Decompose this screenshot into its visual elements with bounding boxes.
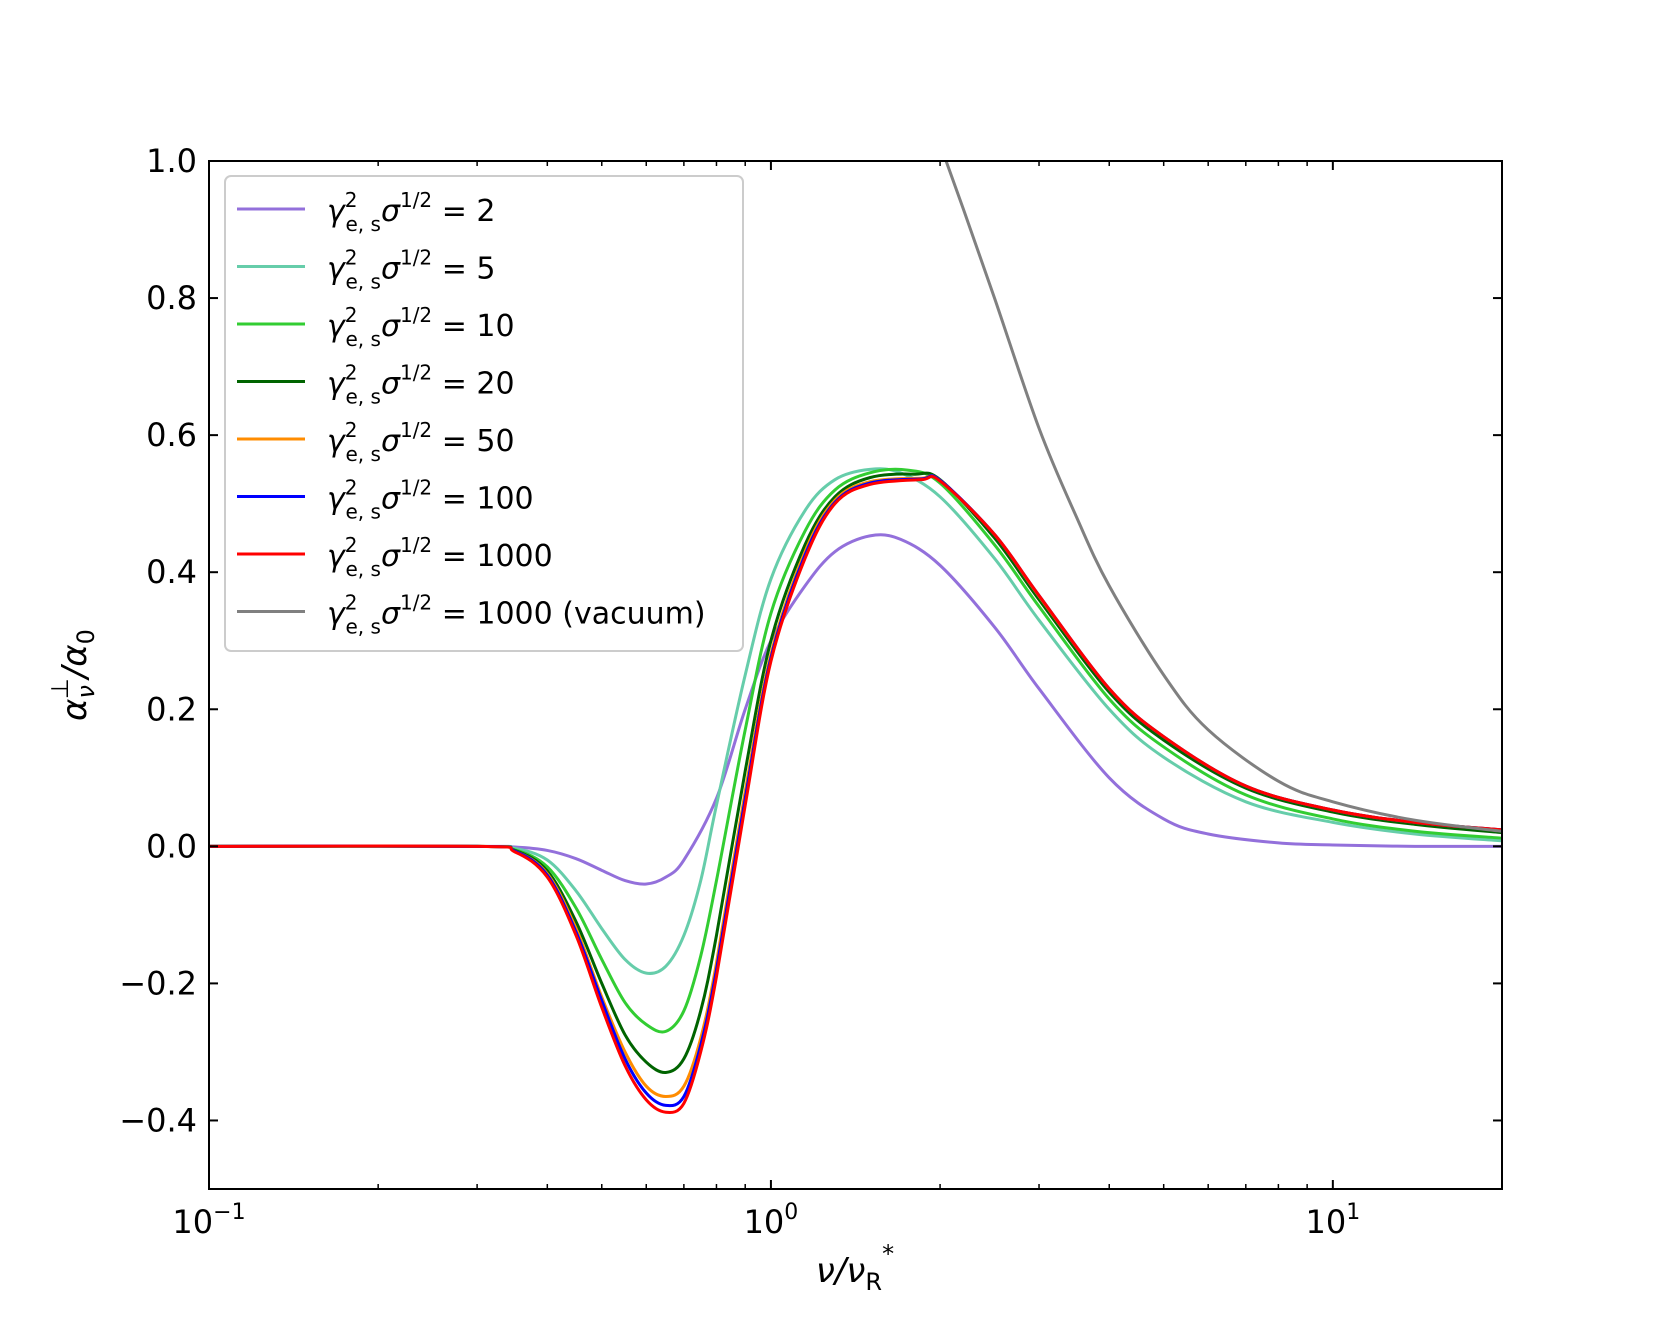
plot-frame	[208, 160, 1503, 1190]
y-axis-label: αν⊥/α0	[46, 629, 100, 721]
x-tick-label: 101	[1305, 1200, 1360, 1241]
legend-label: γ2 e, sσ1/2 = 1000 (vacuum)	[327, 591, 706, 639]
legend-label: γ2 e, sσ1/2 = 10	[327, 303, 515, 351]
legend-label: γ2 e, sσ1/2 = 1000	[327, 533, 553, 581]
legend-label: γ2 e, sσ1/2 = 2	[327, 188, 495, 236]
series-line-6	[209, 474, 1502, 1115]
y-tick-label: 0.6	[146, 416, 197, 454]
series-line-3	[209, 471, 1502, 1074]
tick-layer: −0.4 −0.2 0.0 0.2 0.4 0.6 0.8 1.0 10−1 100 101	[119, 142, 1502, 1241]
series-layer	[209, 161, 1502, 1115]
x-tick-label: 100	[744, 1200, 799, 1241]
y-tick-label: 0.8	[146, 279, 197, 317]
legend-label: γ2 e, sσ1/2 = 100	[327, 476, 534, 524]
x-tick-label: 10−1	[172, 1200, 245, 1241]
series-line-0	[209, 533, 1502, 886]
legend-box	[224, 175, 744, 652]
x-axis-label: ν/νR*	[816, 1240, 894, 1296]
legend-label: γ2 e, sσ1/2 = 50	[327, 418, 515, 466]
y-tick-label: 0.2	[146, 690, 197, 728]
legend: γ2 e, sσ1/2 = 2 γ2 e, sσ1/2 = 5 γ2 e, sσ1/2 =…	[224, 175, 744, 652]
y-tick-label: 0.0	[146, 827, 197, 865]
y-tick-label: −0.2	[119, 964, 197, 1002]
legend-label: γ2 e, sσ1/2 = 5	[327, 246, 495, 294]
y-tick-label: −0.4	[119, 1101, 197, 1139]
legend-label: γ2 e, sσ1/2 = 20	[327, 361, 515, 409]
series-line-7	[944, 161, 1502, 833]
series-line-2	[209, 467, 1502, 1034]
series-line-1	[209, 467, 1502, 975]
y-tick-label: 1.0	[146, 142, 197, 180]
y-tick-label: 0.4	[146, 553, 197, 591]
